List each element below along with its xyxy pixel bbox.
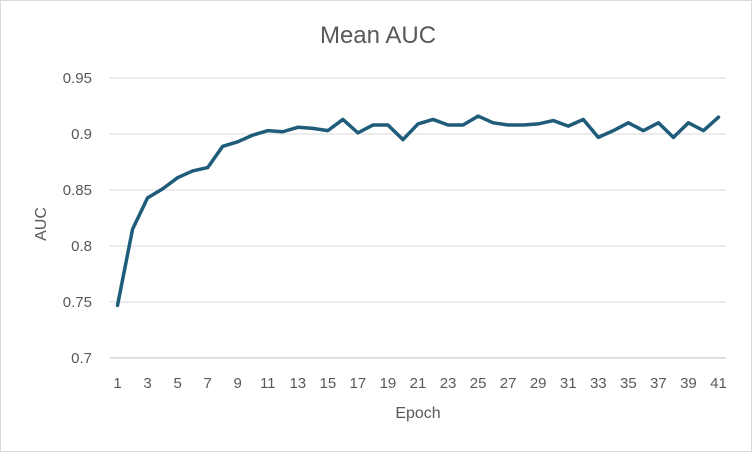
- x-tick-label: 35: [620, 375, 637, 392]
- x-tick-label: 23: [440, 375, 457, 392]
- data-point: [716, 115, 720, 119]
- data-point: [176, 176, 180, 180]
- x-tick-label: 25: [470, 375, 487, 392]
- data-point: [116, 303, 120, 307]
- series-line-0: [115, 114, 721, 308]
- data-point: [296, 125, 300, 129]
- x-tick-label: 21: [410, 375, 427, 392]
- x-tick-label: 7: [203, 375, 211, 392]
- x-tick-label: 13: [289, 375, 306, 392]
- data-point: [266, 129, 270, 133]
- data-point: [596, 135, 600, 139]
- x-tick-label: 27: [500, 375, 517, 392]
- data-point: [206, 166, 210, 170]
- data-point: [161, 187, 165, 191]
- x-tick-label: 29: [530, 375, 547, 392]
- data-point: [686, 121, 690, 125]
- x-tick-label: 33: [590, 375, 607, 392]
- data-point: [431, 117, 435, 121]
- data-point: [191, 169, 195, 173]
- y-tick-label: 0.85: [63, 182, 92, 199]
- data-point: [146, 196, 150, 200]
- x-tick-label: 17: [350, 375, 367, 392]
- y-axis-label: AUC: [33, 207, 50, 241]
- data-point: [386, 123, 390, 127]
- data-point: [416, 122, 420, 126]
- data-point: [446, 123, 450, 127]
- data-point: [551, 119, 555, 123]
- data-point: [641, 129, 645, 133]
- x-tick-label: 39: [680, 375, 697, 392]
- data-point: [251, 133, 255, 137]
- data-point: [626, 121, 630, 125]
- x-axis-label: Epoch: [395, 405, 440, 422]
- data-point: [536, 122, 540, 126]
- data-point: [671, 135, 675, 139]
- data-point: [491, 121, 495, 125]
- x-tick-label: 41: [710, 375, 727, 392]
- data-point: [131, 227, 135, 231]
- data-point: [521, 123, 525, 127]
- x-tick-label: 15: [320, 375, 337, 392]
- y-tick-label: 0.75: [63, 294, 92, 311]
- data-point: [371, 123, 375, 127]
- data-point: [311, 126, 315, 130]
- y-tick-label: 0.8: [71, 238, 92, 255]
- x-tick-label: 1: [113, 375, 121, 392]
- x-tick-label: 3: [143, 375, 151, 392]
- data-point: [326, 129, 330, 133]
- x-tick-label: 31: [560, 375, 577, 392]
- data-point: [236, 140, 240, 144]
- x-tick-label: 11: [260, 375, 276, 392]
- y-tick-label: 0.95: [63, 70, 92, 87]
- data-point: [356, 131, 360, 135]
- x-tick-label: 9: [234, 375, 242, 392]
- y-axis-ticks: 0.7 0.75 0.8 0.85 0.9 0.95: [63, 70, 92, 367]
- data-point: [701, 129, 705, 133]
- x-tick-label: 5: [173, 375, 181, 392]
- gridlines: [110, 77, 726, 359]
- data-point: [656, 121, 660, 125]
- x-tick-label: 19: [380, 375, 397, 392]
- chart-title: Mean AUC: [320, 22, 436, 49]
- data-point: [341, 117, 345, 121]
- y-tick-label: 0.9: [71, 126, 92, 143]
- data-point: [476, 114, 480, 118]
- data-point: [566, 124, 570, 128]
- data-point: [461, 123, 465, 127]
- y-tick-label: 0.7: [71, 350, 92, 367]
- series-layer: [115, 114, 721, 308]
- x-axis-ticks: 1 3 5 7 9 11 13 15 17 19 21 23 25 27 29 31 33 35 37 39 41: [113, 375, 726, 392]
- data-point: [581, 117, 585, 121]
- data-point: [221, 144, 225, 148]
- data-point: [281, 130, 285, 134]
- data-point: [611, 129, 615, 133]
- data-point: [401, 138, 405, 142]
- x-tick-label: 37: [650, 375, 667, 392]
- data-point: [506, 123, 510, 127]
